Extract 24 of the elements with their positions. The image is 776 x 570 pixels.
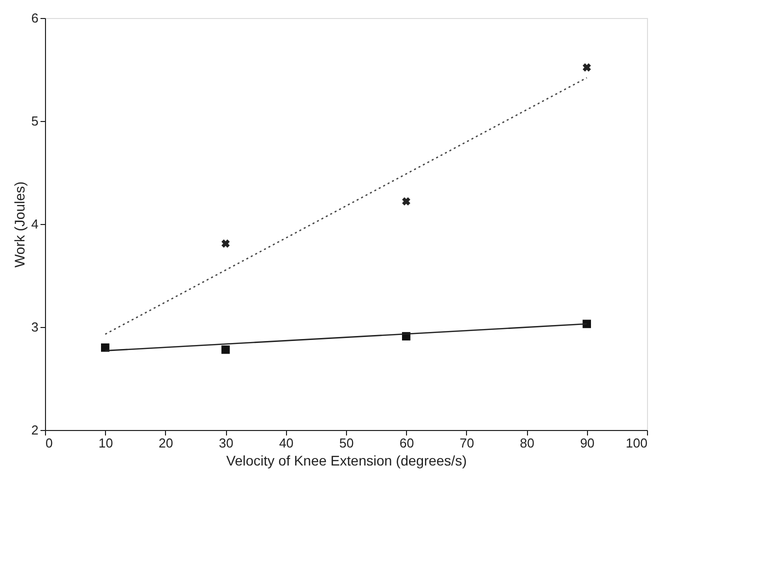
x-tick-label: 30 — [218, 436, 234, 450]
point — [221, 239, 230, 248]
x-tick-label: 60 — [399, 436, 414, 450]
x-tick-label: 40 — [279, 436, 294, 450]
x-tick-label: 50 — [339, 436, 354, 450]
point — [582, 63, 591, 72]
x-tick-label: 80 — [520, 436, 534, 450]
point — [582, 320, 591, 328]
x-tick-label: 100 — [626, 436, 648, 450]
point — [402, 197, 410, 206]
x-tick-label: 70 — [460, 436, 474, 450]
x-tick-label: 90 — [580, 436, 595, 450]
x-tick-label: 0 — [46, 436, 53, 450]
y-tick-label: 6 — [31, 10, 38, 26]
x-tick-label: 10 — [98, 436, 113, 450]
y-axis-title: Work (Joules) — [11, 181, 28, 268]
y-tick-label: 2 — [31, 422, 38, 438]
y-tick-label: 3 — [31, 320, 38, 334]
point — [221, 345, 230, 354]
x-tick-label: 20 — [158, 436, 174, 450]
y-tick-label: 5 — [31, 114, 38, 128]
y-tick-label: 4 — [31, 216, 38, 232]
point — [101, 343, 110, 352]
x-axis-title: Velocity of Knee Extension (degrees/s) — [226, 452, 467, 468]
